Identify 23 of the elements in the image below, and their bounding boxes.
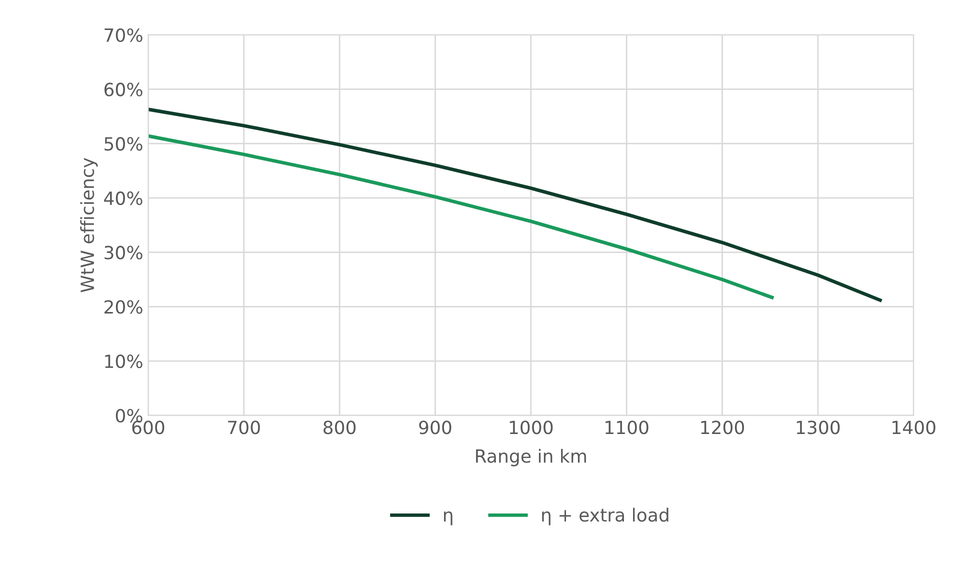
x-tick-label: 1200	[701, 420, 744, 434]
x-tick-label: 1300	[796, 420, 840, 434]
x-tick-label: 600	[132, 420, 164, 434]
y-tick-label: 30%	[104, 246, 142, 260]
y-axis-title: WtW efficiency	[80, 158, 98, 292]
legend-label: η	[444, 511, 452, 526]
y-tick-label: 10%	[105, 354, 142, 368]
x-tick-label: 1100	[606, 420, 648, 434]
y-tick-label: 20%	[104, 300, 142, 314]
y-tick-label: 40%	[104, 191, 142, 206]
x-tick-label: 1400	[892, 420, 936, 434]
legend-label: η + extra load	[542, 508, 668, 526]
line-series	[148, 134, 774, 300]
x-tick-label: 900	[419, 420, 452, 434]
x-axis-title: Range in km	[476, 448, 586, 466]
y-tick-label: 60%	[104, 82, 142, 96]
y-tick-label: 0%	[116, 408, 142, 423]
x-tick-label: 1000	[510, 420, 553, 434]
x-tick-label: 700	[228, 420, 260, 434]
line-series	[148, 108, 882, 302]
y-tick-label: 50%	[104, 137, 142, 151]
x-tick-label: 800	[324, 420, 356, 434]
y-tick-label: 70%	[104, 28, 142, 42]
